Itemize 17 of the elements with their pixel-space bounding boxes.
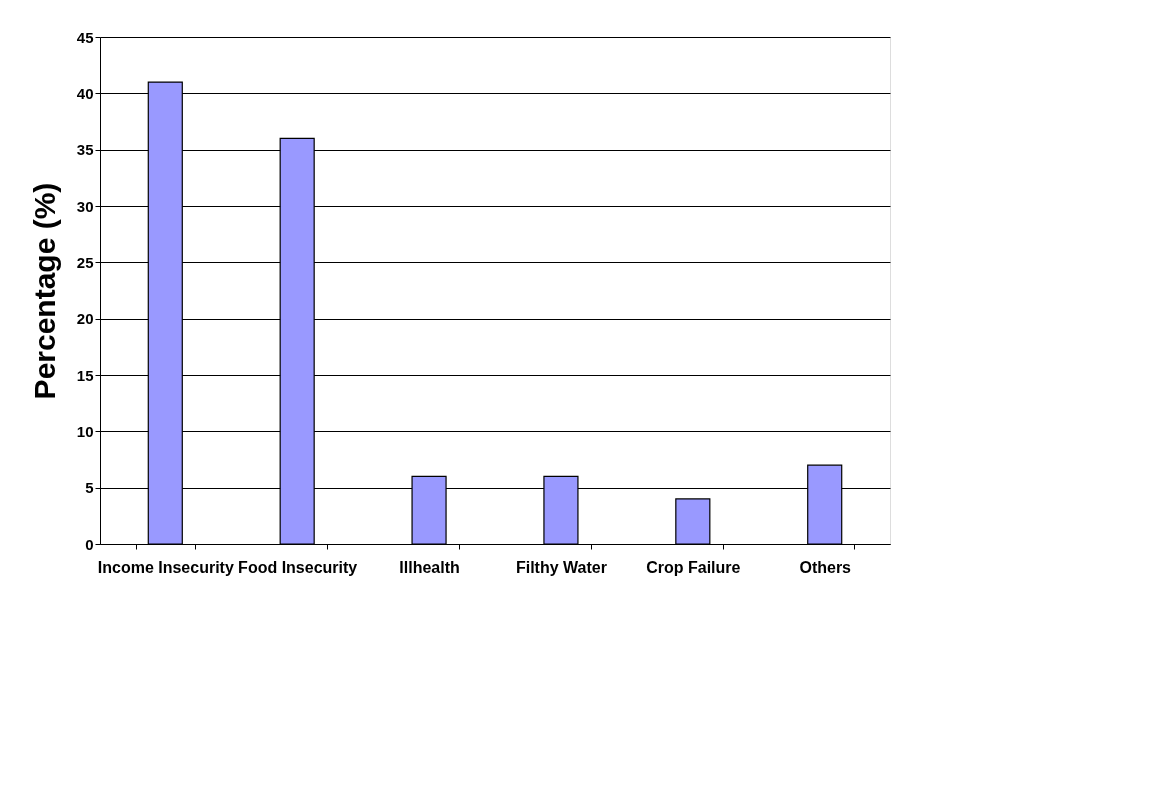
y-tick-label: 45 xyxy=(76,28,94,46)
y-tick-label: 20 xyxy=(76,310,94,328)
y-axis-title: Percentage (%) xyxy=(27,182,61,400)
y-tick-label: 40 xyxy=(76,84,94,102)
x-tick-label: Crop Failure xyxy=(646,558,741,576)
y-tick-label: 30 xyxy=(76,197,94,215)
x-tick-label: Others xyxy=(799,558,852,576)
x-tick-label: Filthy Water xyxy=(515,558,607,576)
y-tick-label: 0 xyxy=(85,535,94,553)
y-tick-label: 25 xyxy=(76,253,94,271)
y-tick-label: 35 xyxy=(76,141,94,159)
x-tick-label: Food Insecurity xyxy=(238,558,358,576)
y-tick-label: 5 xyxy=(85,479,94,497)
x-tick-label: Illhealth xyxy=(399,558,460,576)
y-tick-label: 15 xyxy=(76,366,94,384)
y-tick-label: 10 xyxy=(76,422,94,440)
x-tick-label: Income Insecurity xyxy=(97,558,234,576)
